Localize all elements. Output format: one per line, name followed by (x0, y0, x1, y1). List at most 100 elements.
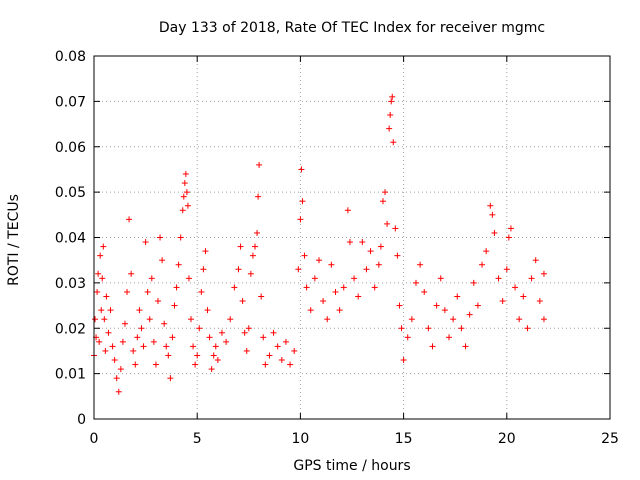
data-point (98, 307, 105, 314)
data-point (146, 316, 153, 323)
y-tick-label: 0.04 (55, 231, 86, 247)
data-point (182, 170, 189, 177)
data-point (394, 252, 401, 259)
data-point (315, 257, 322, 264)
y-tick-label: 0 (77, 412, 86, 428)
data-point (181, 180, 188, 187)
data-point (495, 275, 502, 282)
data-point (152, 361, 159, 368)
data-point (483, 248, 490, 255)
data-point (130, 347, 137, 354)
data-point (298, 166, 305, 173)
data-point (173, 284, 180, 291)
data-point (433, 302, 440, 309)
data-point (161, 320, 168, 327)
y-axis-label: ROTI / TECUs (6, 194, 22, 286)
data-point (200, 266, 207, 273)
data-point (474, 302, 481, 309)
data-point (231, 284, 238, 291)
data-point (113, 375, 120, 382)
data-point (505, 234, 512, 241)
data-point (400, 357, 407, 364)
data-point (101, 316, 108, 323)
x-tick-label: 0 (90, 431, 99, 447)
data-point (109, 343, 116, 350)
data-points (91, 93, 547, 395)
data-point (328, 261, 335, 268)
data-point (150, 338, 157, 345)
data-point (245, 325, 252, 332)
data-point (140, 343, 147, 350)
data-point (274, 343, 281, 350)
data-point (169, 334, 176, 341)
data-point (126, 216, 133, 223)
data-point (470, 279, 477, 286)
data-point (121, 320, 128, 327)
y-tick-label: 0.05 (55, 185, 86, 201)
data-point (516, 316, 523, 323)
data-point (157, 234, 164, 241)
data-point (344, 207, 351, 214)
data-point (185, 275, 192, 282)
data-point (237, 243, 244, 250)
x-tick-labels: 0 5 10 15 20 25 (90, 431, 619, 447)
y-tick-label: 0.03 (55, 276, 86, 292)
data-point (196, 325, 203, 332)
data-point (287, 361, 294, 368)
data-point (479, 261, 486, 268)
data-point (379, 198, 386, 205)
data-point (188, 316, 195, 323)
data-point (404, 334, 411, 341)
data-point (291, 347, 298, 354)
data-point (256, 161, 263, 168)
data-point (396, 302, 403, 309)
data-point (235, 266, 242, 273)
data-point (132, 361, 139, 368)
data-point (159, 257, 166, 264)
data-point (466, 311, 473, 318)
data-point (324, 316, 331, 323)
data-point (138, 325, 145, 332)
data-point (239, 298, 246, 305)
data-point (299, 198, 306, 205)
data-point (388, 98, 395, 105)
x-tick-label: 15 (395, 431, 413, 447)
data-point (92, 316, 99, 323)
data-point (540, 270, 547, 277)
y-tick-label: 0.07 (55, 94, 86, 110)
data-point (254, 229, 261, 236)
data-point (144, 288, 151, 295)
y-tick-label: 0.08 (55, 49, 86, 65)
data-point (507, 225, 514, 232)
x-tick-label: 10 (291, 431, 309, 447)
data-point (278, 357, 285, 364)
chart-title: Day 133 of 2018, Rate Of TEC Index for r… (159, 20, 545, 36)
data-point (359, 239, 366, 246)
data-point (262, 361, 269, 368)
data-point (320, 298, 327, 305)
data-point (528, 275, 535, 282)
data-point (192, 361, 199, 368)
data-point (266, 352, 273, 359)
data-point (282, 338, 289, 345)
data-point (458, 325, 465, 332)
data-point (96, 338, 103, 345)
data-point (183, 189, 190, 196)
data-point (241, 329, 248, 336)
data-point (499, 298, 506, 305)
data-point (392, 225, 399, 232)
data-point (429, 343, 436, 350)
data-point (297, 216, 304, 223)
data-point (421, 288, 428, 295)
y-tick-label: 0.06 (55, 140, 86, 156)
data-point (179, 207, 186, 214)
y-tick-label: 0.01 (55, 367, 86, 383)
data-point (340, 284, 347, 291)
data-point (375, 261, 382, 268)
data-point (251, 243, 258, 250)
data-point (190, 343, 197, 350)
data-point (332, 288, 339, 295)
data-point (512, 284, 519, 291)
data-point (384, 220, 391, 227)
